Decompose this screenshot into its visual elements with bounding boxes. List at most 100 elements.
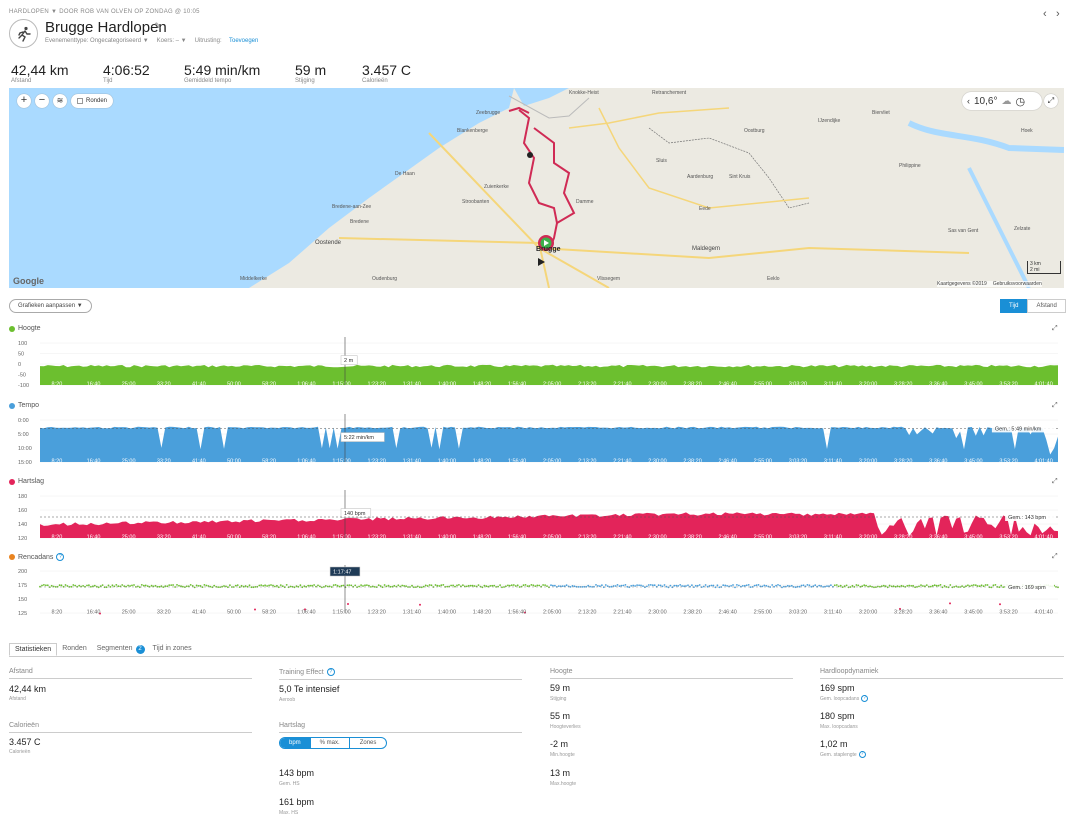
cadence-point [875, 586, 877, 588]
x-tick-label: 1:56:40 [508, 382, 526, 388]
cadence-point [483, 584, 486, 587]
cadence-point [636, 584, 638, 586]
cadence-point [925, 584, 928, 586]
cadence-outlier [347, 603, 349, 606]
cadence-point [426, 585, 429, 587]
expand-heart-icon[interactable]: ⤢ [1052, 478, 1058, 485]
zoom-in-button[interactable]: + [17, 94, 31, 108]
x-tick-label: 2:38:20 [683, 610, 701, 616]
weather-widget[interactable]: ‹ 10,6° ☁ ◷ [962, 92, 1042, 110]
cadence-point [456, 584, 458, 587]
cadence-info-icon[interactable]: ? [56, 553, 65, 561]
cadence-point [814, 584, 817, 587]
cadence-point [295, 585, 298, 587]
cadence-point [651, 584, 654, 587]
hr-percent-max-button[interactable]: % max. [309, 738, 349, 748]
cadence-point [364, 584, 366, 587]
cadence-point [732, 584, 734, 586]
cadence-point [166, 585, 169, 588]
edit-title-icon[interactable]: ✎ [154, 21, 162, 31]
cadence-point [548, 586, 550, 589]
cadence-point [577, 586, 580, 588]
cadence-point [140, 584, 143, 586]
event-type-dropdown[interactable]: Evenementtype: Ongecategoriseerd ▼ [45, 38, 149, 44]
expand-elevation-icon[interactable]: ⤢ [1052, 325, 1058, 332]
stride-help-icon[interactable]: ? [858, 751, 866, 758]
fullscreen-map-icon[interactable]: ⤢ [1044, 94, 1058, 108]
course-dropdown[interactable]: Koers: – ▼ [156, 38, 187, 44]
x-tick-label: 1:06:40 [297, 459, 315, 465]
cadence-point [454, 585, 456, 588]
x-tick-label: 8:20 [52, 535, 63, 541]
cadence-help-icon[interactable]: ? [861, 695, 869, 702]
breadcrumb: HARDLOPEN ▼ DOOR ROB VAN OLVEN OP ZONDAG… [9, 9, 200, 15]
toggle-time-button[interactable]: Tijd [1000, 299, 1028, 313]
cadence-point [109, 586, 112, 588]
weather-prev-icon[interactable]: ‹ [967, 96, 970, 106]
place-label: Biervliet [872, 110, 890, 116]
x-tick-label: 1:48:20 [473, 459, 491, 465]
hr-zones-button[interactable]: Zones [348, 738, 387, 748]
place-label: Vlissegem [597, 276, 621, 282]
place-label: Brugge [536, 246, 561, 253]
equipment-add-link[interactable]: Toevoegen [229, 38, 259, 44]
next-activity-icon[interactable]: › [1056, 8, 1060, 20]
cadence-point [843, 585, 846, 588]
cadence-point [845, 584, 848, 587]
map-attribution: Kaartgegevens ©2019 Gebruiksvoorwaarden [937, 281, 1042, 287]
cadence-point [58, 584, 61, 587]
cadence-point [861, 585, 864, 588]
cadence-point [440, 584, 443, 587]
cadence-point [665, 585, 668, 588]
cadence-point [405, 585, 407, 587]
place-label: Sluis [656, 158, 667, 164]
elevation-chart-title: Hoogte [9, 325, 41, 332]
cadence-point [238, 586, 241, 588]
x-tick-label: 2:21:40 [613, 535, 631, 541]
route-map[interactable]: + − ≋ Ronden ‹ 10,6° ☁ ◷ ⤢ Google Kaartg… [9, 88, 1064, 288]
cadence-point [624, 584, 627, 586]
cadence-point [937, 584, 940, 587]
x-tick-label: 4:01:40 [1034, 459, 1052, 465]
cadence-point [489, 585, 492, 587]
cadence-point [647, 584, 650, 586]
x-tick-label: 1:31:40 [403, 459, 421, 465]
cadence-point [573, 585, 576, 588]
hr-bpm-button[interactable]: bpm [280, 738, 310, 748]
elevation-heading: Hoogte [550, 668, 793, 679]
tab-laps[interactable]: Ronden [62, 645, 87, 652]
x-tick-label: 2:30:00 [648, 535, 666, 541]
toggle-distance-button[interactable]: Afstand [1027, 299, 1066, 313]
x-tick-label: 3:45:00 [964, 382, 982, 388]
cadence-point [841, 586, 844, 588]
rounds-checkbox[interactable] [77, 98, 83, 104]
expand-cadence-icon[interactable]: ⤢ [1052, 553, 1058, 560]
activity-title[interactable]: Brugge Hardlopen [45, 19, 167, 36]
cadence-chart-title: Rencadans? [9, 553, 65, 561]
training-effect-value: 5,0 Te intensief [279, 684, 340, 694]
layers-icon[interactable]: ≋ [53, 94, 67, 108]
cadence-point [1057, 586, 1059, 589]
expand-pace-icon[interactable]: ⤢ [1052, 402, 1058, 409]
tab-segments[interactable]: Segmenten [96, 645, 133, 652]
training-info-icon[interactable]: ? [326, 668, 335, 676]
cadence-point [223, 585, 225, 587]
zoom-out-button[interactable]: − [35, 94, 49, 108]
header-meta: Evenementtype: Ongecategoriseerd ▼ Koers… [45, 38, 222, 44]
terms-link[interactable]: Gebruiksvoorwaarden [992, 281, 1042, 287]
rounds-toggle[interactable]: Ronden [71, 94, 114, 108]
activity-charts[interactable]: 100 50 0 -50 -100 8:20 16:40 25:00 33:20 41:40 50:… [0, 335, 1070, 620]
y-tick-label: 120 [18, 536, 27, 542]
cadence-point [976, 585, 979, 587]
prev-activity-icon[interactable]: ‹ [1043, 8, 1047, 20]
cadence-point [961, 585, 963, 587]
tab-statistics[interactable]: Statistieken [9, 643, 58, 656]
tab-time-in-zones[interactable]: Tijd in zones [152, 645, 192, 652]
cadence-point [933, 584, 936, 587]
hover-tooltip-text: 2 m [344, 358, 354, 364]
x-tick-label: 2:13:20 [578, 459, 596, 465]
cadence-point [86, 584, 88, 587]
cadence-point [708, 585, 711, 587]
customize-charts-dropdown[interactable]: Grafieken aanpassen ▼ [9, 299, 92, 313]
y-tick-label: 100 [18, 341, 27, 347]
